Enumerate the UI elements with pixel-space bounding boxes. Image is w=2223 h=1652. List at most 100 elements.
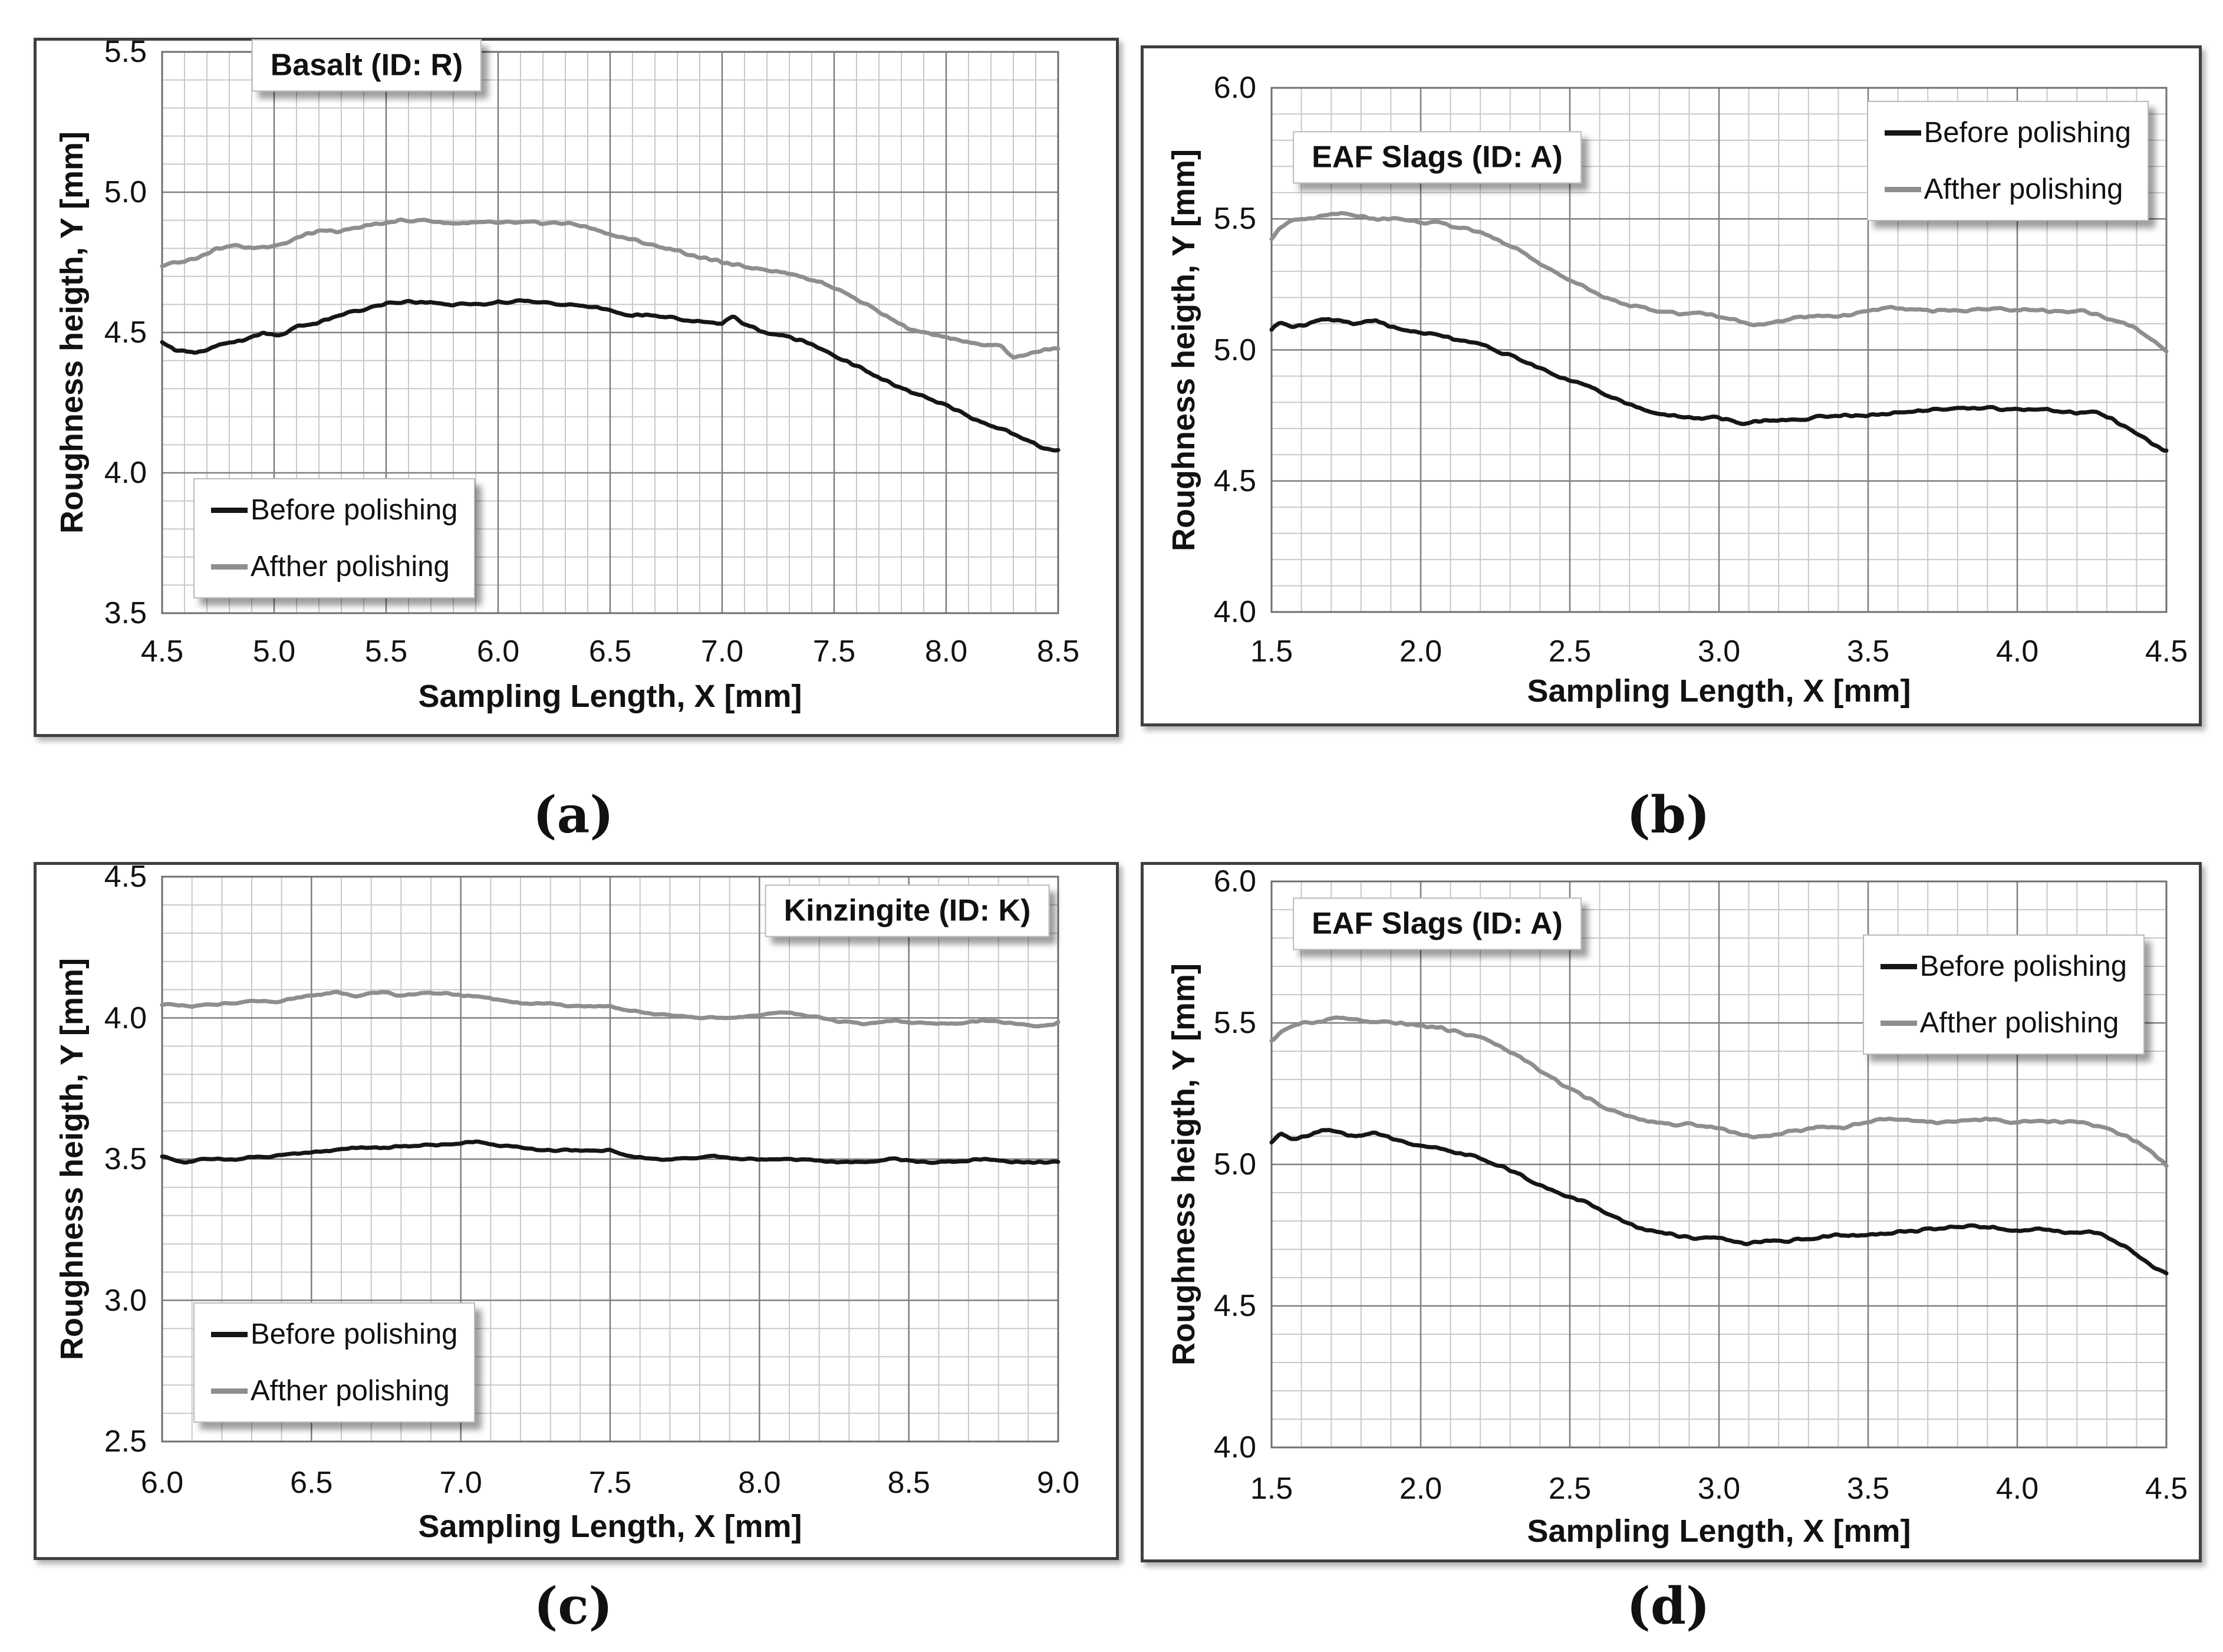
panel-eaf-slags-b: EAF Slags (ID: A) Roughness heigth, Y [m… [1141,45,2202,726]
y-tick-label: 4.5 [104,860,147,894]
after-polishing-line-swatch [211,564,248,570]
kinzingite-chart-canvas [160,876,1061,1443]
chart-title-basalt: Basalt (ID: R) [251,39,482,92]
x-tick-label: 8.5 [887,1466,930,1500]
panel-eaf-slags-d: EAF Slags (ID: A) Roughness heigth, Y [m… [1141,862,2202,1562]
legend-label-before: Before polishing [251,494,458,526]
x-tick-label: 7.5 [588,1466,632,1500]
eaf-slags-d-chart-canvas [1269,880,2169,1449]
before-polishing-line-swatch [211,1331,248,1337]
y-tick-label: 5.0 [1213,1147,1256,1182]
legend-item-before: Before polishing [1880,950,2127,983]
chart-title-eaf-slags-b: EAF Slags (ID: A) [1293,131,1582,184]
before-polishing-line-swatch [1884,130,1921,136]
x-axis-title: Sampling Length, X [mm] [418,1509,802,1544]
x-tick-label: 3.5 [1846,634,1890,669]
series-before-polishing-line [1269,1128,2169,1276]
y-tick-label: 5.5 [1213,1006,1256,1040]
before-polishing-line-swatch [211,507,248,513]
x-tick-label: 5.0 [252,634,296,669]
y-tick-label: 6.0 [1213,864,1256,899]
x-tick-label: 6.0 [140,1466,184,1500]
y-tick-label: 4.5 [1213,463,1256,498]
series-before-polishing-line [1269,317,2169,453]
x-tick-label: 2.5 [1548,1472,1592,1506]
legend: Before polishing Afther polishing [193,1302,476,1423]
x-tick-label: 3.5 [1846,1472,1890,1506]
x-tick-label: 6.5 [588,634,632,669]
caption-a: (a) [532,785,614,845]
y-tick-label: 2.5 [104,1424,147,1459]
y-tick-label: 3.5 [104,596,147,630]
x-axis-title: Sampling Length, X [mm] [418,679,802,714]
legend: Before polishing Afther polishing [193,478,476,598]
x-tick-label: 4.0 [1995,634,2039,669]
x-tick-label: 5.5 [364,634,408,669]
y-tick-label: 6.0 [1213,71,1256,105]
caption-d: (d) [1626,1577,1710,1636]
x-tick-label: 9.0 [1036,1466,1080,1500]
x-tick-label: 2.0 [1399,634,1443,669]
y-tick-label: 5.0 [1213,333,1256,367]
x-tick-label: 3.0 [1697,634,1741,669]
legend-item-after: Afther polishing [211,550,457,583]
legend-label-after: Afther polishing [1919,1007,2119,1039]
series-after-polishing-line [1269,1015,2169,1168]
x-axis-title: Sampling Length, X [mm] [1527,673,1911,709]
series-after-polishing-line [1269,210,2169,354]
x-tick-label: 7.0 [700,634,744,669]
legend-label-after: Afther polishing [251,551,450,583]
legend-item-after: Afther polishing [211,1374,457,1407]
panel-basalt: Basalt (ID: R) Roughness heigth, Y [mm] … [34,35,1119,737]
x-tick-label: 8.0 [924,634,968,669]
y-tick-label: 5.5 [104,35,147,69]
x-tick-label: 4.5 [140,634,184,669]
panel-kinzingite: Kinzingite (ID: K) Roughness heigth, Y [… [34,860,1119,1560]
plot-frame [161,876,1059,1443]
plot-frame [161,51,1059,614]
legend: Before polishing Afther polishing [1862,934,2145,1055]
x-tick-label: 7.5 [812,634,856,669]
caption-b: (b) [1626,785,1710,845]
legend-item-before: Before polishing [211,1318,457,1351]
x-tick-label: 3.0 [1697,1472,1741,1506]
x-tick-label: 2.5 [1548,634,1592,669]
legend: Before polishing Afther polishing [1866,101,2149,221]
x-tick-label: 4.0 [1995,1472,2039,1506]
legend-label-after: Afther polishing [251,1375,450,1407]
series-before-polishing-line [160,1139,1061,1165]
legend-label-before: Before polishing [1919,950,2127,982]
y-tick-label: 5.0 [104,175,147,209]
legend-label-before: Before polishing [1924,117,2131,149]
x-tick-label: 8.5 [1036,634,1080,669]
x-tick-label: 2.0 [1399,1472,1443,1506]
x-tick-label: 4.5 [2145,634,2188,669]
before-polishing-line-swatch [1880,963,1917,969]
x-tick-label: 8.0 [738,1466,781,1500]
after-polishing-line-swatch [1880,1020,1917,1026]
series-after-polishing-line [160,217,1061,360]
y-tick-label: 4.0 [104,1001,147,1035]
x-tick-label: 1.5 [1250,1472,1293,1506]
chart-title-kinzingite: Kinzingite (ID: K) [765,884,1050,937]
basalt-chart-canvas [160,51,1061,614]
y-tick-label: 4.0 [1213,595,1256,629]
y-tick-label: 4.0 [1213,1430,1256,1465]
x-tick-label: 1.5 [1250,634,1293,669]
eaf-slags-b-chart-canvas [1269,87,2169,613]
series-after-polishing-line [160,989,1061,1029]
y-tick-label: 4.5 [104,315,147,350]
y-tick-label: 3.0 [104,1283,147,1318]
x-tick-label: 6.5 [290,1466,333,1500]
legend-item-after: Afther polishing [1884,173,2131,206]
after-polishing-line-swatch [211,1388,248,1394]
y-tick-label: 3.5 [104,1142,147,1176]
x-axis-title: Sampling Length, X [mm] [1527,1513,1911,1549]
series-before-polishing-line [160,298,1061,453]
after-polishing-line-swatch [1884,186,1921,192]
legend-item-before: Before polishing [211,493,457,526]
x-tick-label: 7.0 [439,1466,482,1500]
y-tick-label: 5.5 [1213,202,1256,236]
x-tick-label: 4.5 [2145,1472,2188,1506]
